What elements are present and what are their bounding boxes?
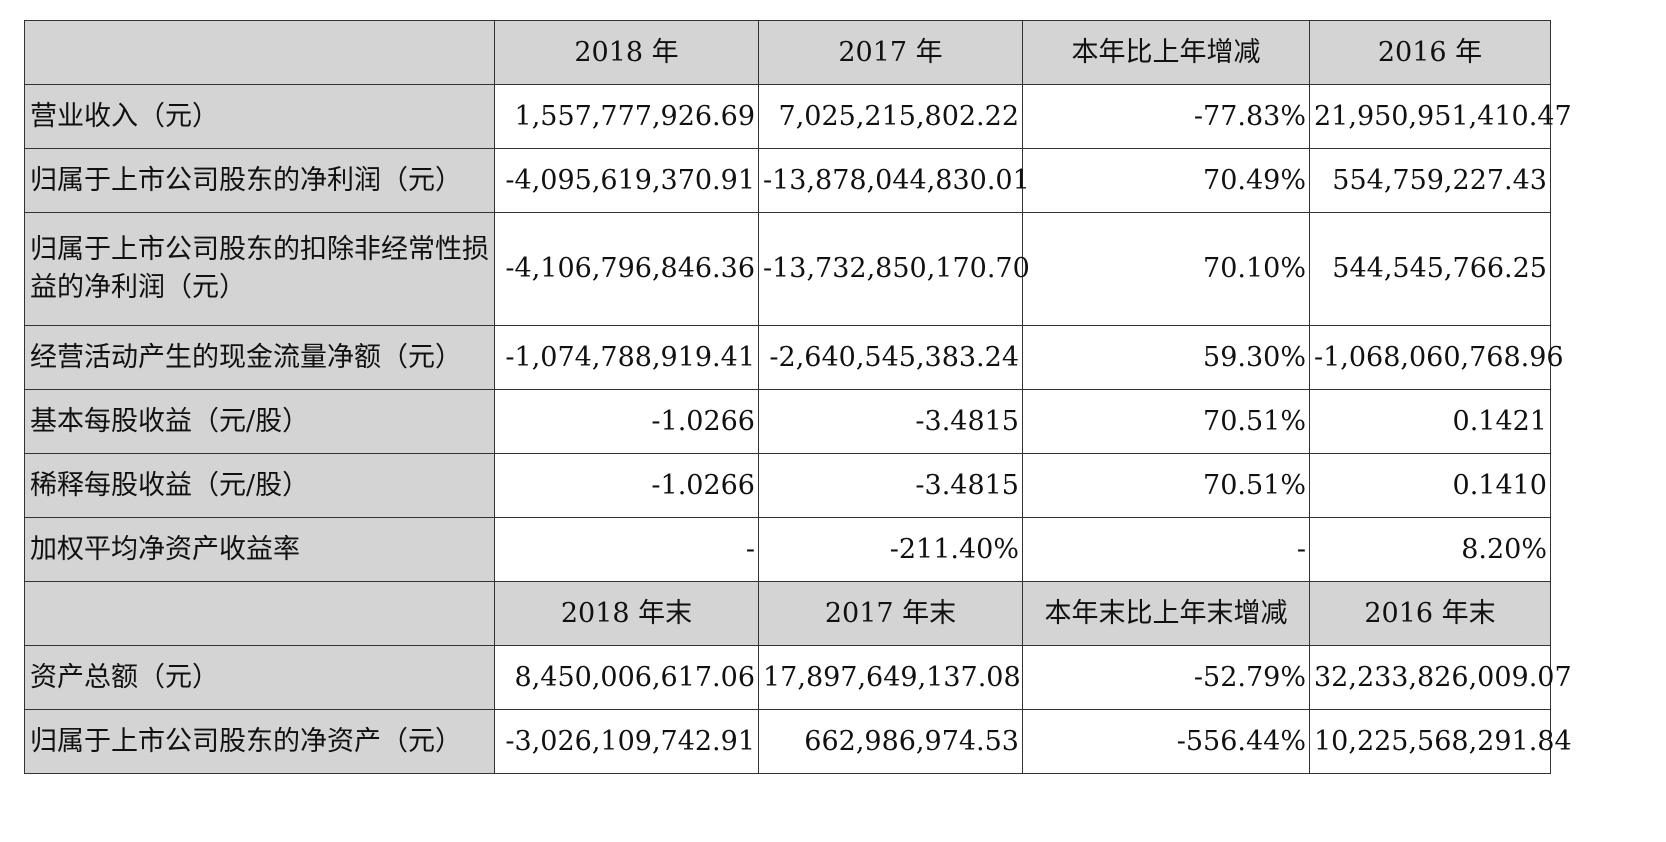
value-2017: -13,878,044,830.01: [758, 148, 1030, 213]
table-row: 营业收入（元） 1,557,777,926.69 7,025,215,802.2…: [24, 84, 1572, 149]
row-label: 稀释每股收益（元/股）: [24, 453, 495, 518]
header-cell-2016: 2016 年: [1309, 20, 1551, 85]
value-2017: 17,897,649,137.08: [758, 645, 1023, 710]
row-label: 归属于上市公司股东的扣除非经常性损益的净利润（元）: [24, 212, 495, 326]
value-2017: -3.4815: [758, 453, 1023, 518]
value-2016: 554,759,227.43: [1309, 148, 1551, 213]
value-2018: -4,095,619,370.91: [494, 148, 759, 213]
financial-summary-table: 2018 年 2017 年 本年比上年增减 2016 年 营业收入（元） 1,5…: [24, 20, 1572, 774]
table-row: 经营活动产生的现金流量净额（元） -1,074,788,919.41 -2,64…: [24, 325, 1564, 390]
row-label: 加权平均净资产收益率: [24, 517, 495, 582]
value-2018: -: [494, 517, 759, 582]
header-cell-blank: [24, 581, 495, 646]
row-label: 基本每股收益（元/股）: [24, 389, 495, 454]
table-row: 归属于上市公司股东的扣除非经常性损益的净利润（元） -4,106,796,846…: [24, 212, 1551, 326]
value-2017: -3.4815: [758, 389, 1023, 454]
value-2018: -3,026,109,742.91: [494, 709, 759, 774]
value-2016: 32,233,826,009.07: [1309, 645, 1572, 710]
value-change: 59.30%: [1022, 325, 1310, 390]
table-row: 基本每股收益（元/股） -1.0266 -3.4815 70.51% 0.142…: [24, 389, 1551, 454]
header-row-year-end: 2018 年末 2017 年末 本年末比上年末增减 2016 年末: [24, 581, 1551, 646]
value-change: 70.51%: [1022, 389, 1310, 454]
value-2017: 7,025,215,802.22: [758, 84, 1023, 149]
value-2017: -13,732,850,170.70: [758, 212, 1030, 326]
value-2016: 0.1421: [1309, 389, 1551, 454]
value-2016: 8.20%: [1309, 517, 1551, 582]
value-change: -556.44%: [1022, 709, 1310, 774]
value-2016: 544,545,766.25: [1309, 212, 1551, 326]
table-row: 归属于上市公司股东的净利润（元） -4,095,619,370.91 -13,8…: [24, 148, 1551, 213]
row-label: 经营活动产生的现金流量净额（元）: [24, 325, 495, 390]
value-2017: 662,986,974.53: [758, 709, 1023, 774]
value-2016: 10,225,568,291.84: [1309, 709, 1572, 774]
value-2018: -4,106,796,846.36: [494, 212, 759, 326]
value-change: -52.79%: [1022, 645, 1310, 710]
value-2018: 8,450,006,617.06: [494, 645, 759, 710]
value-change: 70.51%: [1022, 453, 1310, 518]
header-cell-2018: 2018 年: [494, 20, 759, 85]
row-label: 归属于上市公司股东的净资产（元）: [24, 709, 495, 774]
table-row: 归属于上市公司股东的净资产（元） -3,026,109,742.91 662,9…: [24, 709, 1572, 774]
header-row-annual: 2018 年 2017 年 本年比上年增减 2016 年: [24, 20, 1551, 85]
header-cell-2017: 2017 年: [758, 20, 1023, 85]
row-label: 营业收入（元）: [24, 84, 495, 149]
value-2018: -1.0266: [494, 453, 759, 518]
value-2018: -1.0266: [494, 389, 759, 454]
table-row: 稀释每股收益（元/股） -1.0266 -3.4815 70.51% 0.141…: [24, 453, 1551, 518]
row-label: 归属于上市公司股东的净利润（元）: [24, 148, 495, 213]
value-change: 70.49%: [1022, 148, 1310, 213]
value-change: -77.83%: [1022, 84, 1310, 149]
table-row: 资产总额（元） 8,450,006,617.06 17,897,649,137.…: [24, 645, 1572, 710]
value-2017: -2,640,545,383.24: [758, 325, 1023, 390]
header-cell-2017-end: 2017 年末: [758, 581, 1023, 646]
value-2016: 21,950,951,410.47: [1309, 84, 1572, 149]
value-2017: -211.40%: [758, 517, 1023, 582]
header-cell-2018-end: 2018 年末: [494, 581, 759, 646]
value-change: -: [1022, 517, 1310, 582]
table-row: 加权平均净资产收益率 - -211.40% - 8.20%: [24, 517, 1551, 582]
row-label: 资产总额（元）: [24, 645, 495, 710]
value-2016: 0.1410: [1309, 453, 1551, 518]
value-2018: -1,074,788,919.41: [494, 325, 759, 390]
header-cell-change-end: 本年末比上年末增减: [1022, 581, 1310, 646]
value-2018: 1,557,777,926.69: [494, 84, 759, 149]
value-change: 70.10%: [1022, 212, 1310, 326]
header-cell-blank: [24, 20, 495, 85]
header-cell-change: 本年比上年增减: [1022, 20, 1310, 85]
value-2016: -1,068,060,768.96: [1309, 325, 1564, 390]
header-cell-2016-end: 2016 年末: [1309, 581, 1551, 646]
